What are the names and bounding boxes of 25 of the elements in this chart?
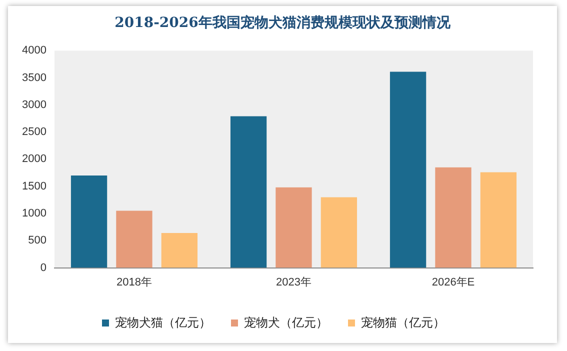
legend-label: 宠物猫（亿元） [361, 315, 445, 330]
chart-title: 2018-2026年我国宠物犬猫消费规模现状及预测情况 [114, 14, 452, 32]
y-tick-label: 1500 [22, 180, 46, 192]
bar [390, 72, 426, 268]
y-tick-label: 0 [40, 262, 46, 274]
legend-label: 宠物犬猫（亿元） [115, 315, 211, 330]
y-tick-label: 2000 [22, 153, 46, 166]
y-tick-label: 3500 [22, 72, 46, 84]
bar [320, 197, 358, 268]
bar [70, 175, 108, 268]
bar [276, 187, 312, 268]
bar [435, 167, 472, 268]
y-tick-label: 500 [28, 234, 46, 247]
y-tick-label: 1000 [22, 208, 46, 220]
y-tick-label: 2500 [22, 126, 46, 138]
x-tick-label: 2018年 [116, 276, 152, 288]
bar [480, 172, 517, 268]
bar [161, 233, 198, 268]
y-tick-label: 3000 [22, 98, 46, 111]
legend-label: 宠物犬（亿元） [244, 315, 328, 330]
x-tick-label: 2023年 [276, 276, 312, 288]
x-tick-label: 2026年E [432, 276, 475, 288]
bar [230, 116, 267, 268]
bar [116, 210, 152, 268]
y-tick-label: 4000 [22, 44, 46, 57]
